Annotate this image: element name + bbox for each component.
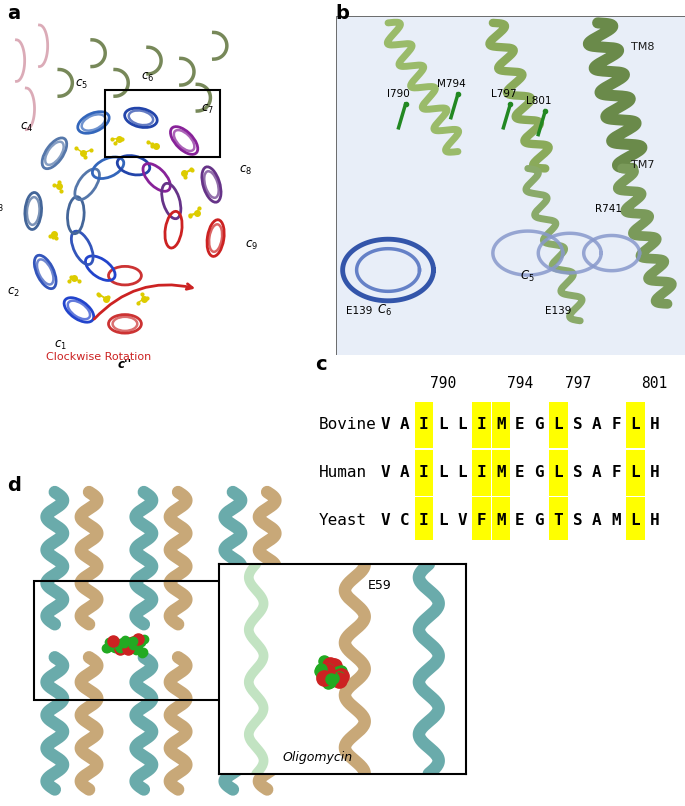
Text: b: b [336,4,349,23]
Text: I: I [477,418,486,432]
Text: H: H [650,465,660,480]
Bar [492,497,510,543]
Bar [414,450,433,496]
Text: E: E [515,465,525,480]
Text: $c_6$: $c_6$ [140,71,154,84]
Text: L: L [458,418,467,432]
Text: L: L [438,513,448,528]
Text: L: L [458,465,467,480]
Text: $c_5$: $c_5$ [75,77,88,91]
Text: 797: 797 [564,376,591,392]
Text: S: S [573,513,582,528]
Text: E: E [515,418,525,432]
Text: E139: E139 [545,306,572,316]
Text: A: A [592,465,602,480]
Text: Yeast: Yeast [319,513,367,528]
Text: $\mathit{C}_5$: $\mathit{C}_5$ [521,269,535,285]
Text: $c_7$: $c_7$ [201,102,214,116]
Bar [492,450,510,496]
Text: a: a [7,4,20,23]
Text: $c_3$: $c_3$ [0,201,3,214]
Text: L: L [438,418,448,432]
Bar [626,401,645,448]
Text: G: G [534,513,544,528]
Text: L797: L797 [490,89,516,99]
Text: F: F [612,418,621,432]
Text: Clockwise Rotation: Clockwise Rotation [46,352,151,362]
Text: M: M [496,513,506,528]
Text: Oligomycin: Oligomycin [283,751,353,764]
Text: TM7: TM7 [632,160,655,170]
Text: L801: L801 [525,96,551,106]
Bar [414,401,433,448]
Bar [492,401,510,448]
Text: L: L [553,465,563,480]
Text: E: E [515,513,525,528]
Text: V: V [381,418,390,432]
Text: 794: 794 [507,376,533,392]
Text: L: L [438,465,448,480]
Text: I: I [419,465,429,480]
Text: L: L [631,513,640,528]
Bar [626,497,645,543]
Text: $c_4$: $c_4$ [20,121,34,134]
Text: E139: E139 [346,306,373,316]
Text: T: T [553,513,563,528]
Text: $c_2$: $c_2$ [8,286,21,299]
Text: F: F [477,513,486,528]
Bar [105,90,221,157]
Text: H: H [650,513,660,528]
Text: M: M [612,513,621,528]
Text: V: V [458,513,467,528]
Text: E59: E59 [368,580,391,592]
Text: S: S [573,465,582,480]
Bar [549,450,568,496]
Text: V: V [381,513,390,528]
Text: Bovine: Bovine [319,418,377,432]
Text: 801: 801 [642,376,668,392]
Text: M: M [496,418,506,432]
Text: $c_1$: $c_1$ [54,339,67,351]
Text: L: L [553,418,563,432]
Text: c: c [315,355,327,374]
Text: H: H [650,418,660,432]
Text: $c_9$: $c_9$ [245,239,258,251]
Text: V: V [381,465,390,480]
Bar [626,450,645,496]
Text: I790: I790 [387,89,410,99]
Bar [473,497,490,543]
Text: I: I [419,418,429,432]
Text: Human: Human [319,465,367,480]
Text: S: S [573,418,582,432]
Bar [549,497,568,543]
Text: TM8: TM8 [632,42,655,52]
Text: M: M [496,465,506,480]
Text: A: A [592,418,602,432]
Text: L: L [631,465,640,480]
Bar [473,401,490,448]
Bar [473,450,490,496]
Text: $\mathit{C}_6$: $\mathit{C}_6$ [377,303,392,318]
Text: I: I [419,513,429,528]
Text: c'': c'' [118,358,132,371]
Text: I: I [477,465,486,480]
Text: L: L [631,418,640,432]
Text: A: A [400,465,410,480]
Bar [549,401,568,448]
Text: A: A [592,513,602,528]
Bar [414,497,433,543]
Text: G: G [534,418,544,432]
Text: F: F [612,465,621,480]
Text: M794: M794 [436,79,465,89]
Text: G: G [534,465,544,480]
Text: 790: 790 [430,376,456,392]
Bar [34,581,281,700]
Text: R741: R741 [595,205,622,214]
Text: C: C [400,513,410,528]
Text: d: d [7,476,21,495]
Text: $c_8$: $c_8$ [239,164,252,177]
Text: A: A [400,418,410,432]
